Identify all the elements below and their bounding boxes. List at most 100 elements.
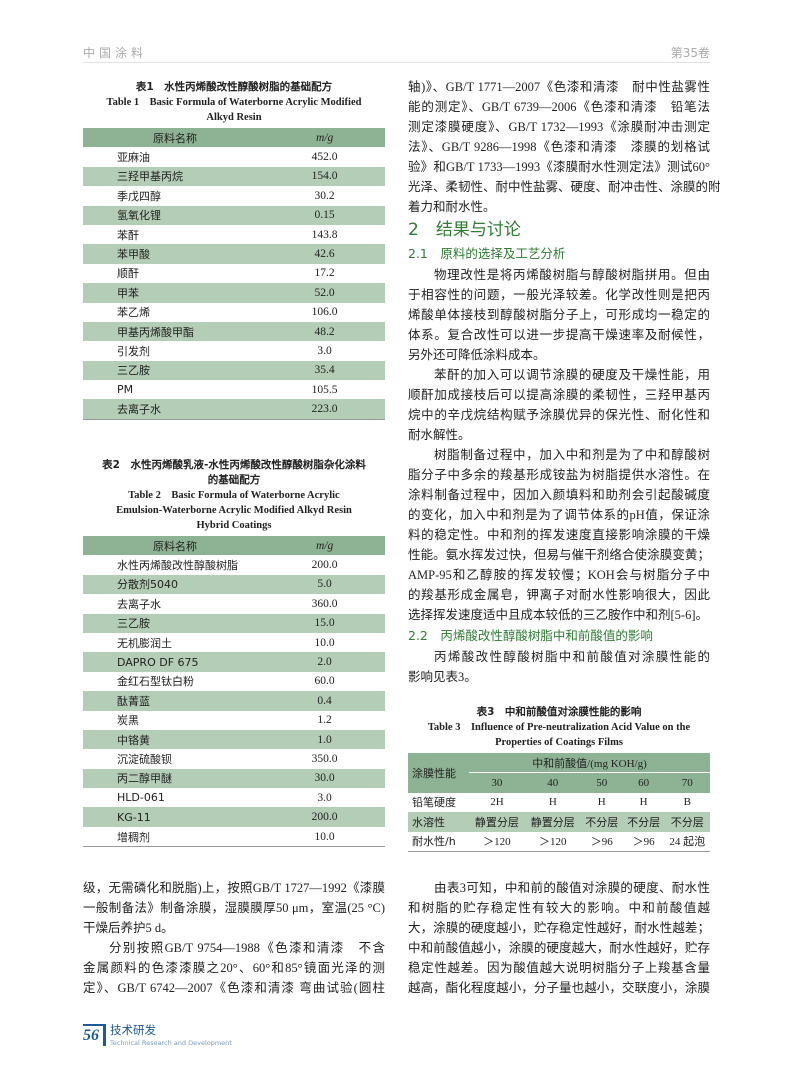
property-value: ＞120 bbox=[539, 836, 567, 849]
text-line: 性能。氨水挥发过快，但易与催干剂络合使涂膜变黄； bbox=[408, 548, 710, 562]
paragraph: 苯酐的加入可以调节涂膜的硬度及干燥性能，用 顺酐加成接枝后可以提高涂膜的柔韧性，三… bbox=[408, 365, 710, 445]
material-name: 酞菁蓝 bbox=[83, 691, 265, 711]
text-line: AMP-95和乙醇胺的挥发较慢；KOH会与树脂分子中 bbox=[408, 568, 710, 582]
table-row: HLD-061 3.0 bbox=[83, 788, 385, 807]
table-3: 表3 中和前酸值对涂膜性能的影响 Table 3 Influence of Pre… bbox=[408, 705, 710, 852]
table-row: 苯甲酸 42.6 bbox=[83, 244, 385, 264]
material-name: 甲苯 bbox=[83, 283, 265, 303]
footer-section-en: Technical Research and Development bbox=[110, 1039, 232, 1047]
material-mass: 223.0 bbox=[264, 399, 385, 420]
material-name: 三乙胺 bbox=[83, 360, 265, 381]
acid-value-column: 30 bbox=[468, 772, 525, 793]
table-caption-en: Table 1 Basic Formula of Waterborne Acry… bbox=[106, 97, 362, 108]
table-row: 耐水性/h ＞120 ＞120 ＞96 ＞96 24 起泡 bbox=[408, 832, 710, 852]
text-line: 稳定性越差。因为酸值越大说明树脂分子上羧基含量 bbox=[408, 961, 710, 975]
table-caption-cn: 表1 水性丙烯酸改性醇酸树脂的基础配方 bbox=[135, 81, 333, 93]
table-header-row: 原料名称 m/g bbox=[83, 536, 385, 556]
material-name: 氢氧化锂 bbox=[83, 205, 265, 225]
material-mass: 452.0 bbox=[311, 151, 338, 164]
text-line: 于相容性的问题，一般光泽较差。化学改性则是把丙 bbox=[408, 288, 710, 302]
text-line: 测定漆膜硬度》、GB/T 1732—1993《涂膜耐冲击测定 bbox=[408, 120, 710, 134]
property-name: 水溶性 bbox=[408, 812, 469, 832]
material-mass: 200.0 bbox=[264, 807, 385, 827]
table-row: 增稠剂 10.0 bbox=[83, 827, 385, 847]
table-row: 分散剂5040 5.0 bbox=[83, 574, 385, 595]
material-name: 三乙胺 bbox=[83, 613, 265, 633]
material-name: 亚麻油 bbox=[117, 151, 150, 165]
section-heading: 2 结果与讨论 bbox=[408, 220, 521, 240]
table-row: 三羟甲基丙烷 154.0 bbox=[83, 166, 385, 187]
material-name: 增稠剂 bbox=[117, 830, 150, 844]
text-line: 一般制备法》制备涂膜，湿膜膜厚50 μm，室温(25 °C) bbox=[83, 901, 385, 915]
header-divider bbox=[83, 62, 710, 63]
paragraph: 树脂制备过程中，加入中和剂是为了中和醇酸树脂分子中多余的羧基形成铵盐为树脂提供水… bbox=[408, 445, 710, 625]
paragraph: 级，无需磷化和脱脂)上，按照GB/T 1727—1992《漆膜 一般制备法》制备涂… bbox=[83, 878, 385, 938]
property-value: 不分层 bbox=[622, 812, 665, 832]
table-caption-en: Alkyd Resin bbox=[206, 112, 262, 123]
text-line: 涂料制备过程中，因加入颜填料和助剂会引起酸碱度 bbox=[408, 488, 710, 502]
acid-value-column: 40 bbox=[524, 772, 581, 793]
material-mass: 143.8 bbox=[311, 228, 338, 241]
subsection-heading: 2.1 原料的选择及工艺分析 bbox=[408, 246, 566, 261]
row-header: 涂膜性能 bbox=[408, 753, 469, 793]
text-line: 验》和GB/T 1733—1993《漆膜耐水性测定法》测试60° bbox=[408, 160, 710, 174]
material-mass: 106.0 bbox=[311, 306, 338, 319]
text-line: 和树脂的贮存稳定性有较大的影响。中和前酸值越 bbox=[408, 901, 710, 915]
formula-table: 原料名称 m/g 亚麻油 452.0 三羟甲基丙烷 154.0 季戊四醇 30.2 氢氧化锂 0.… bbox=[83, 128, 385, 420]
material-name: 季戊四醇 bbox=[117, 189, 161, 203]
property-value: 24 起泡 bbox=[669, 836, 706, 849]
footer-rule bbox=[83, 1024, 105, 1026]
table-subheader-row: 30 40 50 60 70 bbox=[408, 772, 710, 793]
table-row: 酞菁蓝 0.4 bbox=[83, 691, 385, 711]
table-caption-en: Table 3 Influence of Pre-neutralization … bbox=[427, 722, 691, 733]
material-mass: 1.0 bbox=[264, 729, 385, 750]
table-row: 三乙胺 15.0 bbox=[83, 613, 385, 633]
table-row: 沉淀硫酸钡 350.0 bbox=[83, 749, 385, 768]
material-name: 分散剂5040 bbox=[83, 574, 265, 595]
text-line: 轴)》、GB/T 1771—2007《色漆和清漆 耐中性盐雾性 bbox=[408, 80, 710, 94]
material-mass: 48.2 bbox=[264, 321, 385, 342]
material-name: 去离子水 bbox=[117, 597, 161, 611]
material-mass: 17.2 bbox=[314, 267, 335, 280]
text-line: 树脂制备过程中，加入中和剂是为了中和醇酸树 bbox=[434, 448, 710, 462]
text-line: 由表3可知，中和前的酸值对涂膜的硬度、耐水性 bbox=[434, 881, 710, 895]
paragraph: 物理改性是将丙烯酸树脂与醇酸树脂拼用。但由于相容性的问题，一般光泽较差。化学改性… bbox=[408, 265, 710, 365]
material-mass: 3.0 bbox=[317, 791, 332, 804]
text-line: 级，无需磷化和脱脂)上，按照GB/T 1727—1992《漆膜 bbox=[83, 881, 385, 895]
text-line: 物理改性是将丙烯酸树脂与醇酸树脂拼用。但由 bbox=[434, 268, 710, 282]
text-line: 着力和耐水性。 bbox=[408, 200, 496, 214]
table-row: 水性丙烯酸改性醇酸树脂 200.0 bbox=[83, 555, 385, 574]
text-line: 丙烯酸改性醇酸树脂中和前酸值对涂膜性能的 bbox=[434, 650, 710, 664]
material-name: HLD-061 bbox=[117, 791, 165, 805]
table-header-row: 涂膜性能 中和前酸值/(mg KOH/g) bbox=[408, 753, 710, 793]
table-caption-en: Emulsion-Waterborne Acrylic Modified Alk… bbox=[116, 505, 352, 516]
material-mass: 0.15 bbox=[264, 205, 385, 225]
text-line: 另外还可降低涂料成本。 bbox=[408, 348, 546, 362]
table-row: PM 105.5 bbox=[83, 380, 385, 399]
material-name: 引发剂 bbox=[117, 344, 150, 358]
group-header: 中和前酸值/(mg KOH/g) bbox=[468, 753, 710, 773]
material-name: 甲基丙烯酸甲酯 bbox=[83, 321, 265, 342]
table-row: 氢氧化锂 0.15 bbox=[83, 205, 385, 225]
text-line: 分别按照GB/T 9754—1988《色漆和清漆 不含 bbox=[109, 941, 385, 955]
property-value: 静置分层 bbox=[524, 812, 581, 832]
property-value: 2H bbox=[490, 796, 504, 809]
text-line: 选择挥发速度适中且成本较低的三乙胺作中和剂[5-6]。 bbox=[408, 608, 708, 622]
table-1: 表1 水性丙烯酸改性醇酸树脂的基础配方 Table 1 Basic Formula… bbox=[83, 80, 385, 420]
table-caption-cn: 的基础配方 bbox=[207, 474, 261, 486]
material-name: 沉淀硫酸钡 bbox=[117, 752, 172, 766]
formula-table: 原料名称 m/g 水性丙烯酸改性醇酸树脂 200.0 分散剂5040 5.0 去离子水 360… bbox=[83, 536, 385, 848]
material-name: 无机膨润土 bbox=[117, 636, 172, 650]
property-value: ＞96 bbox=[632, 836, 655, 849]
text-line: 体系。复合改性可以进一步提高干燥速率及耐候性， bbox=[408, 328, 710, 342]
material-name: PM bbox=[117, 383, 134, 397]
property-value: B bbox=[683, 796, 691, 809]
text-line: 大，涂膜的硬度越小，贮存稳定性越好，耐水性越差； bbox=[408, 921, 710, 935]
material-mass: 10.0 bbox=[314, 830, 335, 843]
material-name: 去离子水 bbox=[83, 399, 265, 420]
text-line: 烷中的辛戊烷结构赋予涂膜优异的保光性、耐化性和 bbox=[408, 408, 710, 422]
right-body-text: 由表3可知，中和前的酸值对涂膜的硬度、耐水性和树脂的贮存稳定性有较大的影响。中和… bbox=[408, 878, 710, 998]
text-line: 脂分子中多余的羧基形成铵盐为树脂提供水溶性。在 bbox=[408, 468, 710, 482]
table-row: 顺酐 17.2 bbox=[83, 264, 385, 283]
